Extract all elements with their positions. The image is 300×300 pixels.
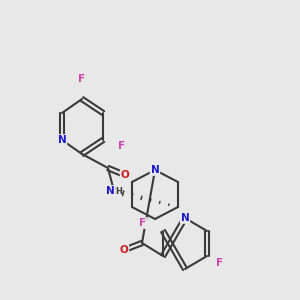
Text: N: N xyxy=(151,165,159,175)
Text: N: N xyxy=(58,135,66,145)
Text: H: H xyxy=(116,187,122,196)
Text: N: N xyxy=(181,213,189,223)
Text: O: O xyxy=(120,245,128,255)
Text: O: O xyxy=(121,170,129,180)
Text: F: F xyxy=(118,141,126,151)
Text: F: F xyxy=(140,218,147,228)
Text: N: N xyxy=(106,186,114,196)
Text: F: F xyxy=(216,258,224,268)
Text: F: F xyxy=(78,74,85,84)
